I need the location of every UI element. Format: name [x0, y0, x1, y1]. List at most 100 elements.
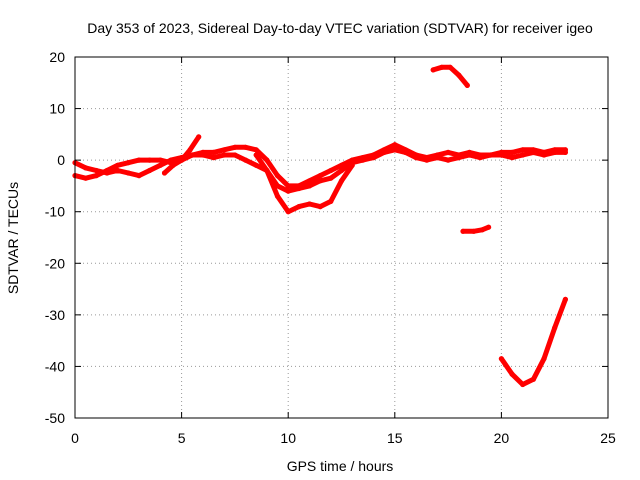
series-track-arc-top	[430, 64, 470, 88]
data-point	[477, 155, 483, 161]
data-point	[445, 149, 451, 155]
data-point	[541, 356, 547, 362]
data-point	[243, 157, 249, 163]
data-point	[456, 155, 462, 161]
series-track-rise-early	[161, 134, 202, 176]
data-point	[349, 162, 355, 168]
data-point	[306, 178, 313, 184]
data-point	[243, 144, 249, 150]
data-point	[179, 157, 185, 163]
data-point	[486, 224, 492, 230]
y-tick-label: -10	[45, 204, 65, 220]
x-tick-label: 5	[178, 430, 186, 446]
data-point	[296, 204, 302, 210]
y-tick-label: -30	[45, 307, 65, 323]
data-point	[541, 152, 547, 158]
data-point	[328, 198, 334, 204]
data-point	[93, 173, 99, 179]
data-point	[83, 175, 89, 181]
data-point	[274, 173, 281, 179]
data-point	[115, 167, 121, 174]
data-point	[285, 188, 291, 194]
plot-frame	[74, 56, 609, 419]
data-point	[464, 82, 470, 88]
series-line	[253, 152, 355, 215]
data-point	[498, 356, 504, 362]
data-point	[189, 152, 195, 158]
data-point	[285, 183, 291, 189]
data-point	[392, 142, 398, 148]
chart-title: Day 353 of 2023, Sidereal Day-to-day VTE…	[87, 20, 593, 36]
data-point	[562, 149, 569, 155]
series-line	[430, 64, 470, 88]
data-point	[296, 185, 302, 192]
data-point	[211, 155, 217, 161]
data-point	[157, 162, 163, 168]
data-point	[520, 152, 526, 158]
data-point	[509, 371, 515, 377]
data-point	[221, 147, 227, 153]
data-point	[328, 175, 334, 181]
data-point	[509, 155, 515, 161]
data-point	[488, 152, 494, 158]
y-tick-label: 20	[49, 49, 65, 65]
data-point	[509, 149, 515, 155]
data-point	[93, 167, 99, 174]
data-point	[430, 67, 436, 73]
x-tick-label: 25	[600, 430, 616, 446]
data-point	[306, 183, 313, 189]
data-point	[115, 162, 121, 168]
data-point	[424, 157, 430, 163]
data-point	[466, 152, 472, 158]
y-tick-label: -50	[45, 410, 65, 426]
data-point	[471, 228, 477, 234]
x-tick-label: 10	[280, 430, 296, 446]
data-point	[530, 149, 537, 155]
data-point	[104, 167, 110, 174]
data-point	[460, 228, 466, 234]
data-point	[157, 157, 163, 163]
y-tick-label: 0	[57, 152, 65, 168]
data-series-layer	[72, 64, 569, 388]
data-point	[125, 160, 131, 166]
data-point	[317, 173, 323, 179]
data-point	[136, 173, 142, 179]
data-point	[479, 227, 485, 233]
data-point	[232, 144, 238, 150]
data-point	[196, 134, 202, 140]
data-point	[200, 152, 206, 158]
data-point	[520, 147, 526, 153]
series-track-dip	[253, 152, 355, 215]
data-point	[552, 325, 558, 331]
x-tick-label: 0	[71, 430, 79, 446]
data-point	[445, 157, 451, 163]
data-point	[253, 152, 259, 158]
data-point	[187, 147, 193, 153]
data-point	[434, 155, 440, 161]
y-axis-label: SDTVAR / TECUs	[5, 182, 21, 294]
data-point	[360, 157, 366, 163]
data-point	[520, 381, 526, 388]
data-point	[338, 167, 345, 174]
series-track-short-mid	[460, 224, 492, 234]
data-point	[264, 157, 270, 163]
data-point	[125, 170, 131, 176]
data-point	[274, 193, 281, 199]
data-point	[392, 147, 398, 153]
data-point	[413, 155, 419, 161]
data-point	[147, 167, 153, 174]
data-point	[498, 152, 504, 158]
data-point	[381, 149, 387, 155]
series-line	[498, 296, 568, 387]
data-point	[136, 157, 142, 163]
x-axis-label: GPS time / hours	[287, 458, 394, 474]
data-point	[439, 64, 445, 70]
data-point	[562, 296, 569, 302]
data-point	[328, 167, 334, 174]
series-line	[460, 224, 492, 234]
data-point	[552, 149, 558, 155]
data-point	[402, 149, 409, 155]
data-point	[370, 155, 377, 161]
data-point	[253, 162, 259, 168]
grid-lines	[75, 57, 608, 418]
